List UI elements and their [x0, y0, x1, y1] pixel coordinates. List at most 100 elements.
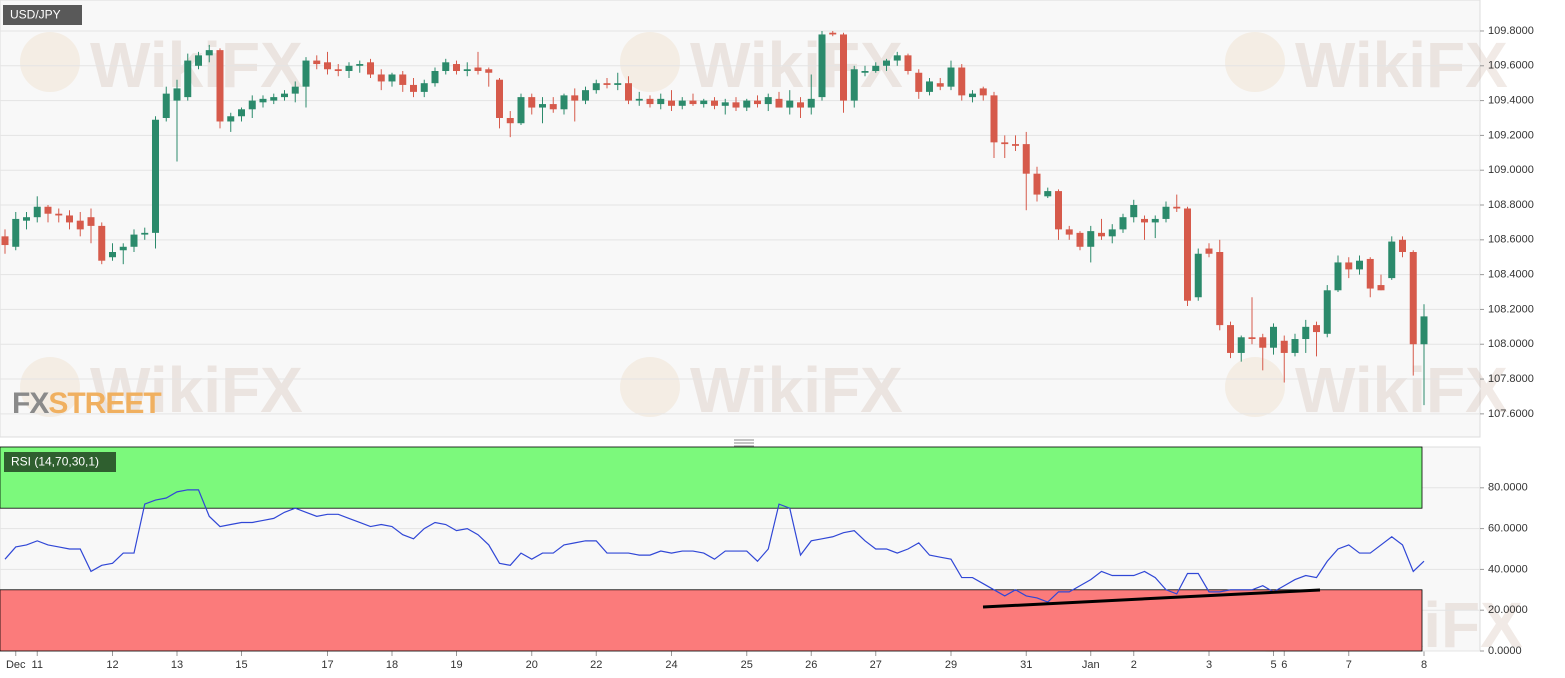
- candle-body: [1108, 229, 1116, 237]
- y-tick-label: 0.0000: [1488, 645, 1522, 657]
- candle-body: [410, 84, 417, 92]
- x-tick-label: 26: [805, 659, 817, 671]
- candle-body: [700, 100, 708, 105]
- candle-body: [12, 218, 20, 247]
- candle-body: [872, 65, 880, 72]
- candle-body: [560, 95, 568, 110]
- y-tick-label: 109.2000: [1488, 129, 1534, 141]
- y-tick-label: 20.0000: [1488, 604, 1528, 616]
- candle-body: [453, 64, 460, 72]
- x-tick-label: 29: [945, 659, 957, 671]
- candle-body: [1356, 260, 1363, 270]
- candle-body: [334, 69, 342, 72]
- candle-body: [1, 236, 9, 246]
- y-tick-label: 108.6000: [1488, 234, 1534, 246]
- candle-body: [1098, 232, 1105, 237]
- candle-body: [1399, 239, 1406, 253]
- x-tick-label: 7: [1346, 659, 1352, 671]
- candle-body: [517, 97, 525, 124]
- x-tick-label: 3: [1206, 659, 1212, 671]
- chart-title: USD/JPY: [10, 8, 61, 22]
- candle-body: [1216, 252, 1224, 326]
- candle-body: [496, 79, 503, 118]
- candle-body: [259, 98, 267, 103]
- candle-body: [549, 104, 557, 110]
- candle-body: [281, 93, 288, 98]
- candle-body: [195, 55, 202, 66]
- candle-body: [1022, 144, 1030, 174]
- y-tick-label: 109.0000: [1488, 164, 1534, 176]
- candle-body: [764, 97, 772, 105]
- candle-body: [248, 100, 256, 110]
- candle-body: [592, 83, 600, 91]
- candle-body: [1366, 258, 1374, 289]
- x-tick-label: 15: [235, 659, 247, 671]
- candle-body: [162, 93, 170, 118]
- x-tick-label: 18: [386, 659, 398, 671]
- logo-fx: FX: [12, 387, 49, 420]
- y-tick-label: 108.4000: [1488, 269, 1534, 281]
- candle-body: [1237, 337, 1245, 353]
- candle-body: [883, 60, 890, 66]
- candle-body: [1388, 241, 1396, 279]
- candle-body: [442, 62, 450, 72]
- watermark-logo: [1225, 357, 1285, 417]
- y-tick-label: 40.0000: [1488, 563, 1528, 575]
- candle-body: [506, 117, 514, 124]
- candle-body: [678, 100, 686, 106]
- candle-body: [1173, 206, 1181, 209]
- y-tick-label: 109.6000: [1488, 60, 1534, 72]
- candle-body: [420, 83, 428, 92]
- watermark: WikiFX: [1295, 354, 1508, 426]
- trend-line: [982, 588, 1321, 609]
- candle-body: [1420, 316, 1428, 345]
- x-tick-label: 5: [1270, 659, 1276, 671]
- candle-body: [711, 100, 718, 106]
- candle-body: [302, 60, 310, 87]
- candle-body: [1291, 339, 1299, 353]
- watermark: WikiFX: [690, 29, 903, 101]
- candle-body: [1130, 205, 1138, 218]
- y-tick-label: 60.0000: [1488, 523, 1528, 535]
- watermark-logo: [20, 32, 80, 92]
- watermark-logo: [1225, 32, 1285, 92]
- candle-body: [528, 97, 536, 108]
- x-tick-label: 17: [321, 659, 333, 671]
- candle-body: [571, 95, 579, 101]
- candle-body: [377, 74, 385, 82]
- candle-body: [1076, 232, 1084, 247]
- candle-body: [732, 102, 740, 108]
- candle-body: [1248, 337, 1256, 340]
- watermark: WikiFX: [690, 354, 903, 426]
- candle-body: [216, 50, 224, 122]
- y-tick-label: 107.6000: [1488, 408, 1534, 420]
- candle-body: [603, 83, 611, 85]
- candle-body: [87, 217, 95, 226]
- candle-body: [313, 60, 321, 65]
- x-tick-label: 31: [1020, 659, 1032, 671]
- candle-body: [1259, 337, 1267, 348]
- watermark-logo: [20, 357, 80, 417]
- candle-body: [141, 232, 149, 235]
- marks: [0, 30, 1428, 652]
- candle-body: [721, 102, 729, 106]
- candle-body: [1377, 285, 1385, 291]
- oversold-zone: [0, 589, 1423, 652]
- candle-body: [958, 67, 966, 96]
- candle-body: [184, 60, 192, 98]
- candle-body: [130, 234, 138, 247]
- candle-body: [926, 81, 933, 92]
- candle-body: [1409, 252, 1417, 345]
- watermark-logo: [620, 32, 680, 92]
- candle-body: [1280, 340, 1288, 353]
- candle-body: [98, 225, 106, 261]
- candle-body: [947, 67, 955, 87]
- x-tick-label: 25: [741, 659, 753, 671]
- candle-body: [356, 64, 364, 66]
- candle-body: [1055, 191, 1062, 230]
- candle-body: [238, 109, 245, 117]
- y-tick-label: 109.8000: [1488, 25, 1534, 37]
- overbought-zone: [0, 446, 1423, 509]
- x-tick-label: 12: [106, 659, 118, 671]
